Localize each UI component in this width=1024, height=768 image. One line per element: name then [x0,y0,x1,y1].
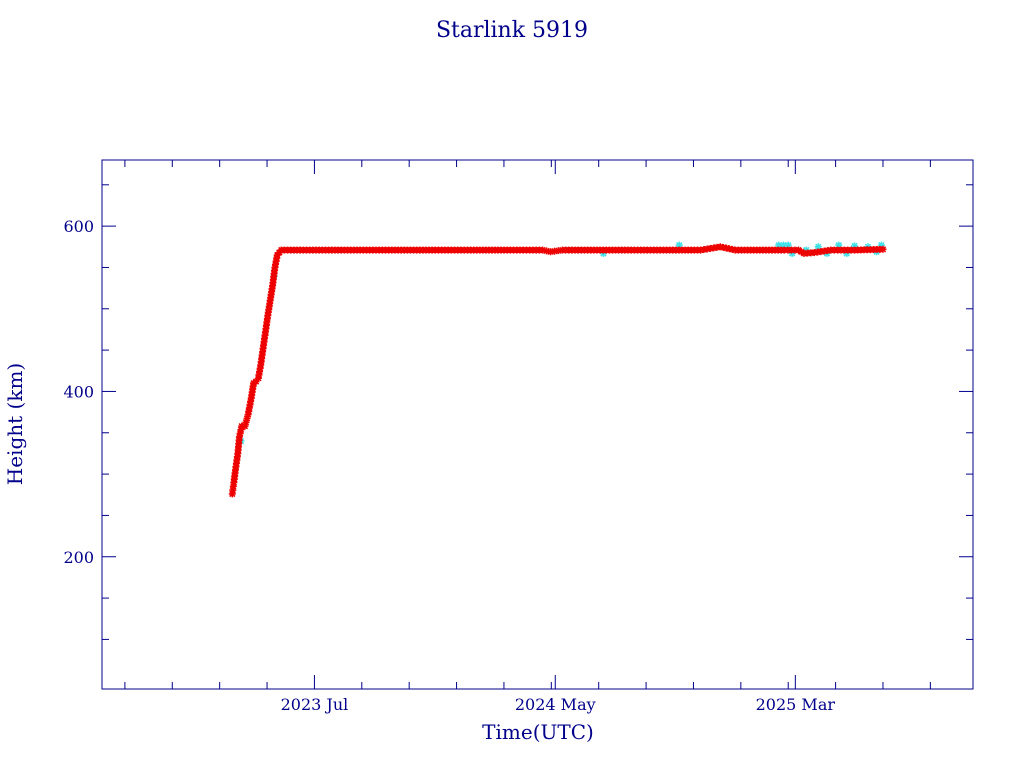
x-axis-label: Time(UTC) [482,720,594,744]
x-tick-label: 2025 Mar [756,695,836,714]
data-points [228,241,887,498]
x-tick-label: 2023 Jul [281,695,349,714]
y-tick-label: 400 [63,382,94,401]
y-tick-label: 200 [63,548,94,567]
chart-title: Starlink 5919 [436,18,588,43]
data-point-red [879,245,887,253]
y-axis-label: Height (km) [3,363,27,485]
plot-frame [101,159,974,690]
axis-ticks [102,160,973,689]
axis-tick-labels: 200 400 600 2023 Jul 2024 May 2025 Mar [63,217,835,714]
x-tick-label: 2024 May [515,695,596,714]
data-point-cyan [814,243,822,251]
y-tick-label: 600 [63,217,94,236]
